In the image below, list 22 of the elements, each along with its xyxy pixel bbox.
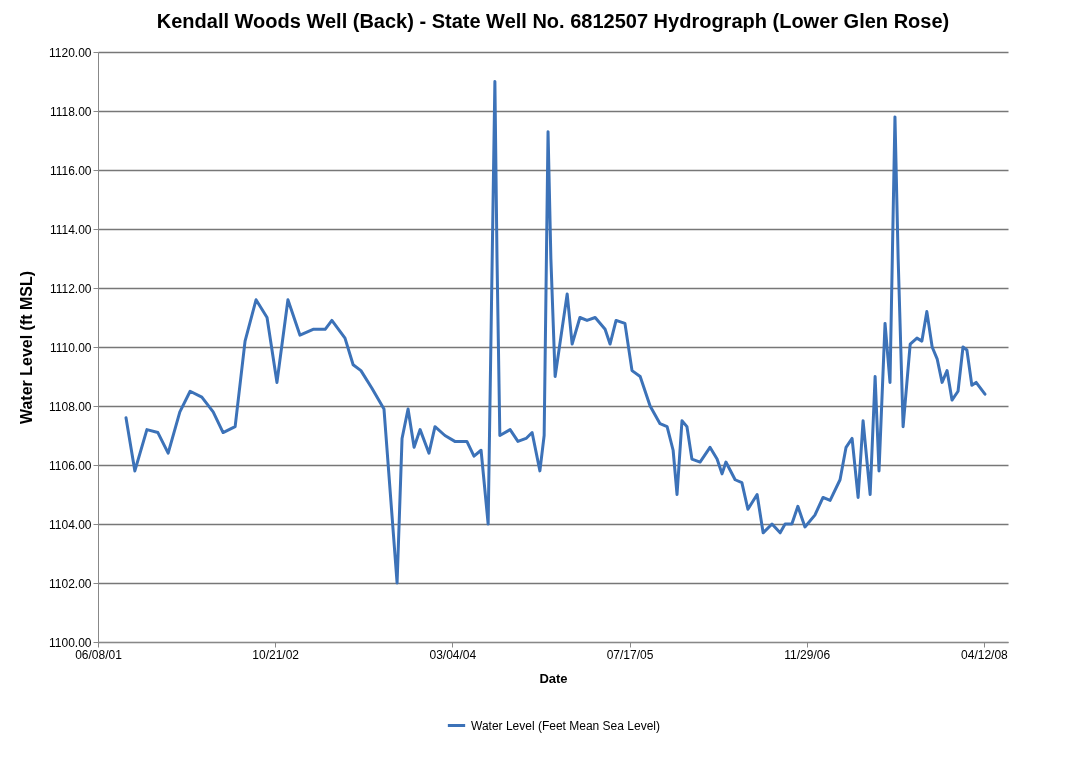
x-tick-label: 07/17/05 bbox=[606, 647, 654, 662]
line-series bbox=[124, 80, 987, 585]
x-tick-label: 03/04/04 bbox=[429, 647, 477, 662]
y-tick-label: 1108.00 bbox=[49, 399, 92, 414]
y-tick-label: 1106.00 bbox=[49, 458, 92, 473]
y-tick-label: 1110.00 bbox=[49, 340, 92, 355]
x-tick-label: 06/08/01 bbox=[75, 647, 123, 662]
y-tick-label: 1118.00 bbox=[49, 104, 92, 119]
legend-label: Water Level (Feet Mean Sea Level) bbox=[471, 718, 660, 733]
x-axis-title: Date bbox=[539, 670, 568, 686]
x-tick-label: 04/12/08 bbox=[961, 647, 1009, 662]
y-tick-label: 1102.00 bbox=[49, 576, 92, 591]
x-tick-label: 10/21/02 bbox=[252, 647, 300, 662]
y-tick-label: 1112.00 bbox=[49, 281, 92, 296]
y-tick-label: 1100.00 bbox=[49, 635, 92, 650]
y-tick-label: 1114.00 bbox=[49, 222, 92, 237]
y-tick-label: 1120.00 bbox=[49, 45, 92, 60]
x-tick-label: 11/29/06 bbox=[784, 647, 831, 662]
y-tick-label: 1116.00 bbox=[49, 163, 92, 178]
y-axis-title: Water Level (ft MSL) bbox=[18, 270, 36, 425]
chart-title: Kendall Woods Well (Back) - State Well No. 6812507 Hydrograph (Lower Glen Rose) bbox=[156, 10, 950, 32]
y-tick-label: 1104.00 bbox=[49, 517, 92, 532]
